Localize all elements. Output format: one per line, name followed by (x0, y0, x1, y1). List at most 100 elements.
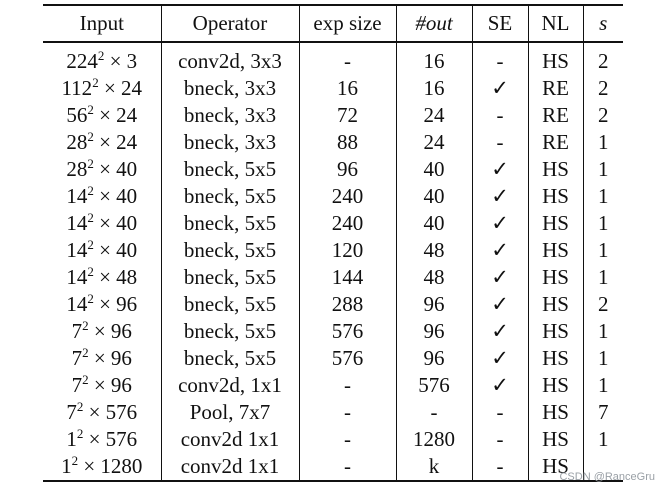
cell-stride: 2 (582, 42, 623, 75)
input-exponent: 2 (87, 156, 94, 171)
cell-nl: HS (527, 183, 583, 210)
input-exponent: 2 (76, 399, 84, 414)
table-header-row: Input Operator exp size #out SE NL s (43, 4, 623, 43)
input-base: 1 (66, 427, 77, 451)
cell-exp-size: 120 (298, 237, 396, 264)
cell-operator: bneck, 5x5 (160, 345, 299, 372)
cell-nl: HS (527, 453, 583, 482)
input-base: 14 (66, 265, 88, 289)
cell-se: - (471, 426, 528, 453)
cell-stride: 2 (582, 75, 623, 102)
cell-nl: HS (527, 210, 583, 237)
cell-nl: HS (527, 426, 583, 453)
cell-se: ✓ (471, 75, 528, 102)
cell-nl: HS (527, 156, 583, 183)
cell-stride: 1 (582, 156, 623, 183)
cell-out: 1280 (395, 426, 472, 453)
input-base: 28 (66, 130, 88, 154)
cell-out: 48 (395, 264, 472, 291)
cell-nl: RE (527, 75, 583, 102)
input-exponent: 2 (71, 453, 79, 468)
header-nl: NL (527, 4, 583, 43)
cell-out: 96 (395, 291, 472, 318)
input-exponent: 2 (87, 210, 94, 225)
cell-input: 72 × 96 (43, 318, 161, 345)
cell-out: 576 (395, 372, 472, 399)
cell-input: 72 × 96 (43, 345, 161, 372)
input-rest: × 96 (93, 319, 132, 343)
cell-stride: 1 (582, 345, 623, 372)
cell-exp-size: 576 (298, 345, 396, 372)
cell-exp-size: - (298, 426, 396, 453)
cell-nl: RE (527, 102, 583, 129)
cell-out: - (395, 399, 472, 426)
cell-nl: HS (527, 237, 583, 264)
cell-stride: 1 (582, 318, 623, 345)
input-rest: × 40 (99, 211, 138, 235)
cell-input: 12 × 576 (43, 426, 161, 453)
cell-stride: 2 (582, 291, 623, 318)
cell-out: 24 (395, 102, 472, 129)
input-exponent: 2 (87, 102, 94, 117)
input-rest: × 48 (99, 265, 138, 289)
input-rest: × 24 (99, 103, 138, 127)
cell-se: ✓ (471, 183, 528, 210)
cell-exp-size: 576 (298, 318, 396, 345)
cell-operator: bneck, 5x5 (160, 183, 299, 210)
input-exponent: 2 (92, 75, 99, 90)
cell-stride (582, 453, 623, 482)
cell-out: 40 (395, 183, 472, 210)
cell-input: 282 × 40 (43, 156, 161, 183)
table-row: 72 × 96 conv2d, 1x1-576 ✓ HS 1 (43, 372, 623, 399)
cell-exp-size: 144 (298, 264, 396, 291)
cell-input: 142 × 96 (43, 291, 161, 318)
cell-input: 142 × 40 (43, 237, 161, 264)
header-out: #out (395, 4, 472, 43)
input-rest: × 40 (99, 157, 138, 181)
cell-nl: HS (527, 399, 583, 426)
cell-operator: bneck, 5x5 (160, 264, 299, 291)
cell-se: ✓ (471, 291, 528, 318)
cell-operator: bneck, 5x5 (160, 210, 299, 237)
cell-se: ✓ (471, 210, 528, 237)
cell-exp-size: - (298, 372, 396, 399)
input-exponent: 2 (82, 318, 89, 333)
input-rest: × 40 (99, 238, 138, 262)
cell-out: 96 (395, 318, 472, 345)
input-exponent: 2 (87, 237, 94, 252)
cell-out: 16 (395, 42, 472, 75)
cell-se: ✓ (471, 372, 528, 399)
input-exponent: 2 (97, 48, 105, 63)
table-row: 282 × 24 bneck, 3x3 88 24- RE 1 (43, 129, 623, 156)
input-rest: × 40 (99, 184, 138, 208)
cell-nl: HS (527, 318, 583, 345)
input-rest: × 576 (88, 427, 138, 451)
input-exponent: 2 (87, 129, 94, 144)
cell-se: ✓ (471, 237, 528, 264)
input-base: 224 (66, 49, 98, 73)
cell-stride: 1 (582, 237, 623, 264)
cell-operator: Pool, 7x7 (160, 399, 299, 426)
input-rest: × 96 (93, 373, 132, 397)
cell-input: 282 × 24 (43, 129, 161, 156)
architecture-table-container: Input Operator exp size #out SE NL s 224… (43, 4, 623, 482)
cell-exp-size: - (298, 453, 396, 482)
cell-out: 48 (395, 237, 472, 264)
input-base: 14 (66, 211, 88, 235)
cell-se: - (471, 102, 528, 129)
cell-operator: bneck, 5x5 (160, 318, 299, 345)
cell-out: 24 (395, 129, 472, 156)
input-rest: × 24 (99, 130, 138, 154)
input-exponent: 2 (87, 264, 94, 279)
table-row: 12 × 1280 conv2d 1x1- k - HS (43, 453, 623, 482)
cell-operator: bneck, 3x3 (160, 75, 299, 102)
cell-input: 142 × 48 (43, 264, 161, 291)
cell-out: 40 (395, 210, 472, 237)
table-row: 2242 × 3 conv2d, 3x3-16- HS 2 (43, 42, 623, 75)
table-row: 142 × 96 bneck, 5x5 288 96 ✓ HS 2 (43, 291, 623, 318)
table-row: 282 × 40 bneck, 5x5 96 40 ✓ HS 1 (43, 156, 623, 183)
table-row: 72 × 96 bneck, 5x5 576 96 ✓ HS 1 (43, 345, 623, 372)
input-rest: × 3 (109, 49, 138, 73)
cell-nl: HS (527, 42, 583, 75)
input-rest: × 24 (103, 76, 143, 100)
